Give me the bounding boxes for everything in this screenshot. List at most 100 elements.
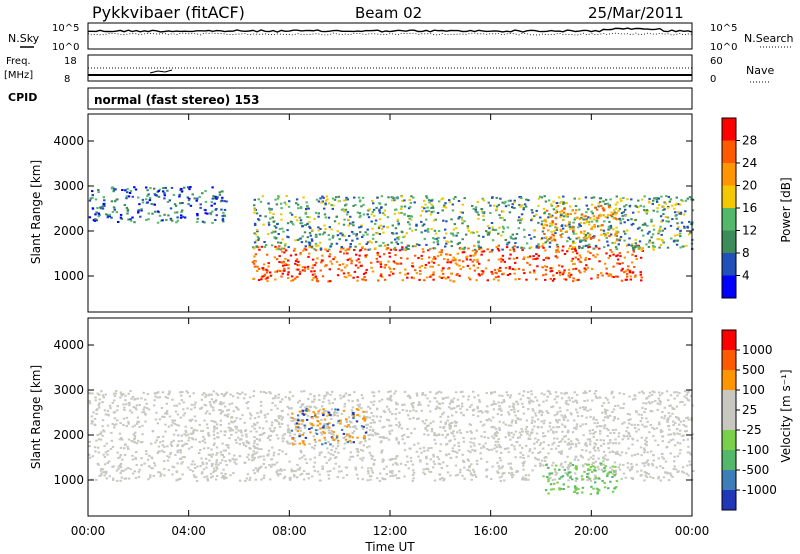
velocity-cell-2498 xyxy=(303,424,306,427)
velocity-cell-891 xyxy=(617,432,621,435)
power-cell-1368 xyxy=(491,239,495,242)
velocity-cell-2135 xyxy=(205,423,209,426)
power-cell-90 xyxy=(125,195,128,198)
power-cell-365 xyxy=(605,272,608,275)
power-cell-1105 xyxy=(373,215,376,217)
power-cell-811 xyxy=(258,248,261,251)
power-cell-2062 xyxy=(543,223,547,226)
power-cell-1535 xyxy=(477,240,480,243)
velocity-cell-1281 xyxy=(154,418,158,421)
beam-title: Beam 02 xyxy=(355,4,422,22)
velocity-cell-1254 xyxy=(446,442,449,445)
power-cell-1882 xyxy=(662,205,665,208)
velocity-cell-1743 xyxy=(599,439,602,442)
velocity-cell-1233 xyxy=(570,442,574,445)
velocity-cell-1761 xyxy=(502,421,505,424)
power-cell-196 xyxy=(119,216,123,219)
power-cell-1662 xyxy=(253,198,256,201)
velocity-cell-2154 xyxy=(612,396,615,399)
velocity-cell-1738 xyxy=(567,403,570,406)
velocity-cell-134 xyxy=(230,433,233,436)
velocity-cell-887 xyxy=(192,392,195,395)
velocity-cell-1606 xyxy=(334,462,337,465)
velocity-cell-1214 xyxy=(494,444,497,447)
velocity-cell-1612 xyxy=(228,459,231,462)
velocity-cell-1370 xyxy=(560,392,563,395)
velocity-cell-1031 xyxy=(604,409,608,412)
power-cell-880 xyxy=(659,215,663,218)
power-cell-232 xyxy=(474,251,477,254)
power-cell-1445 xyxy=(430,228,433,231)
power-cell-29 xyxy=(125,197,128,200)
velocity-cell-914 xyxy=(602,460,605,463)
power-cell-337 xyxy=(378,255,382,258)
velocity-cell-417 xyxy=(367,434,370,437)
velocity-cell-1316 xyxy=(403,475,406,478)
velocity-cell-881 xyxy=(147,408,151,411)
power-cell-941 xyxy=(644,210,647,213)
velocity-cell-15 xyxy=(333,398,336,401)
velocity-cell-791 xyxy=(500,413,503,416)
power-cell-1377 xyxy=(301,235,304,238)
velocity-cell-2447 xyxy=(574,480,578,482)
velocity-cell-2568 xyxy=(322,414,325,417)
power-cell-215 xyxy=(157,190,160,192)
velocity-cell-389 xyxy=(281,409,284,412)
velocity-cell-1878 xyxy=(390,458,393,461)
power-cell-133 xyxy=(153,203,156,206)
velocity-cell-2453 xyxy=(205,462,208,465)
power-cell-105 xyxy=(189,204,193,207)
power-cell-38 xyxy=(162,187,165,190)
velocity-cell-2363 xyxy=(153,399,156,402)
velocity-cell-383 xyxy=(212,409,215,412)
velocity-cell-101 xyxy=(584,443,587,446)
power-cell-1028 xyxy=(488,230,492,233)
velocity-cell-93 xyxy=(182,408,185,411)
power-cell-1175 xyxy=(428,199,431,202)
power-cell-937 xyxy=(607,244,610,247)
power-cell-1818 xyxy=(288,200,291,203)
power-cell-655 xyxy=(513,272,516,275)
velocity-cell-2269 xyxy=(102,396,106,399)
velocity-cell-2009 xyxy=(353,391,356,394)
velocity-cell-2495 xyxy=(342,409,346,412)
velocity-cell-2046 xyxy=(457,445,460,448)
velocity-cell-2121 xyxy=(210,465,214,467)
velocity-cell-2295 xyxy=(215,459,218,462)
velocity-cell-437 xyxy=(287,407,291,410)
velocity-cell-1636 xyxy=(522,468,525,471)
velocity-cell-522 xyxy=(372,391,376,394)
power-cell-1661 xyxy=(655,197,658,200)
power-cell-467 xyxy=(377,279,380,282)
velocity-cell-18 xyxy=(344,392,348,395)
power-cell-317 xyxy=(257,267,261,270)
power-cell-828 xyxy=(556,249,559,252)
velocity-cell-1645 xyxy=(246,441,249,444)
velocity-cell-142 xyxy=(626,426,629,429)
velocity-cell-2246 xyxy=(212,444,215,446)
velocity-cell-1187 xyxy=(137,470,140,473)
velocity-cell-2189 xyxy=(127,420,130,423)
power-cell-642 xyxy=(494,276,498,279)
power-cell-250 xyxy=(284,257,287,260)
power-cell-2006 xyxy=(583,222,586,225)
power-cell-321 xyxy=(458,259,461,262)
power-cell-1240 xyxy=(679,211,683,214)
velocity-cell-458 xyxy=(558,441,561,444)
velocity-cell-1367 xyxy=(270,408,273,411)
power-cell-1165 xyxy=(605,236,608,239)
power-cell-609 xyxy=(633,266,636,268)
velocity-cell-532 xyxy=(619,454,622,457)
velocity-cell-1325 xyxy=(435,434,438,437)
power-cell-1017 xyxy=(655,200,659,203)
velocity-cell-2532 xyxy=(316,419,319,422)
power-cell-95 xyxy=(201,192,204,195)
velocity-cell-681 xyxy=(369,425,372,428)
velocity-cell-558 xyxy=(492,403,495,405)
velocity-cell-2056 xyxy=(609,414,612,417)
velocity-cell-353 xyxy=(520,427,523,430)
velocity-cell-708 xyxy=(135,422,139,425)
velocity-cell-1992 xyxy=(509,462,513,465)
power-cell-437 xyxy=(628,271,632,274)
velocity-cell-1354 xyxy=(144,413,147,415)
